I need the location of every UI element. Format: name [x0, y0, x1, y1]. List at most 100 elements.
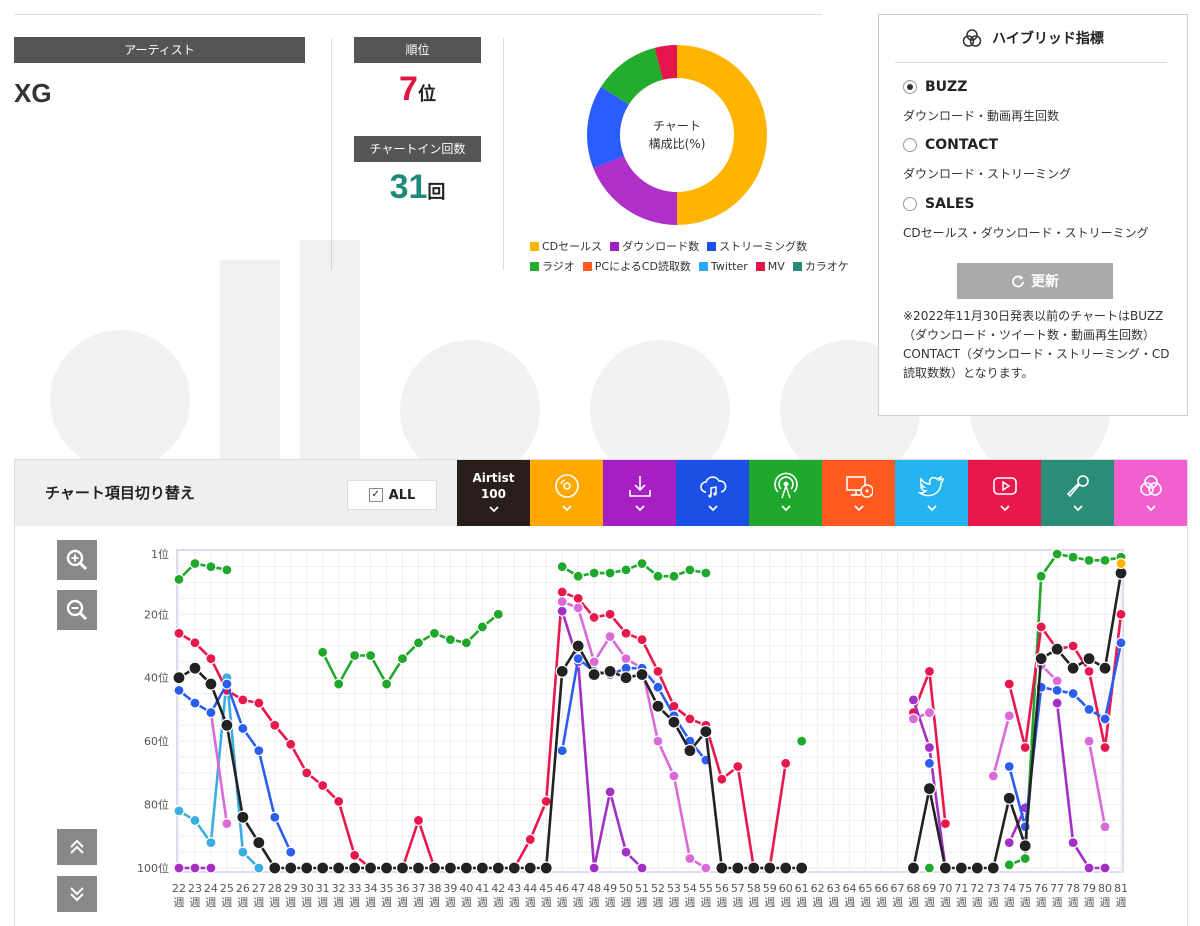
data-point[interactable] — [1067, 640, 1079, 652]
data-point[interactable] — [523, 861, 537, 875]
data-point[interactable] — [1099, 821, 1111, 833]
data-point[interactable] — [684, 713, 696, 725]
data-point[interactable] — [555, 664, 569, 678]
data-point[interactable] — [1099, 862, 1111, 874]
data-point[interactable] — [572, 592, 584, 605]
data-point[interactable] — [269, 811, 281, 823]
data-point[interactable] — [221, 564, 233, 576]
data-point[interactable] — [253, 697, 265, 709]
data-point[interactable] — [205, 706, 217, 719]
option-buzz[interactable]: BUZZ — [903, 79, 967, 95]
data-point[interactable] — [1035, 570, 1047, 582]
data-point[interactable] — [332, 861, 346, 875]
data-point[interactable] — [1099, 713, 1111, 725]
data-point[interactable] — [604, 630, 616, 643]
all-checkbox[interactable]: ✓ — [368, 488, 383, 502]
data-point[interactable] — [205, 862, 217, 874]
data-point[interactable] — [253, 862, 265, 874]
data-point[interactable] — [923, 665, 936, 677]
data-point[interactable] — [556, 745, 568, 757]
data-point[interactable] — [333, 795, 345, 807]
data-point[interactable] — [587, 667, 601, 682]
data-point[interactable] — [349, 649, 361, 662]
data-point[interactable] — [747, 861, 761, 875]
data-point[interactable] — [173, 573, 185, 585]
radio-contact[interactable] — [903, 138, 917, 152]
data-point[interactable] — [1083, 735, 1095, 747]
data-point[interactable] — [189, 862, 201, 874]
data-point[interactable] — [907, 694, 920, 706]
data-point[interactable] — [780, 757, 792, 769]
data-point[interactable] — [173, 805, 185, 817]
data-point[interactable] — [907, 713, 920, 725]
data-point[interactable] — [475, 861, 489, 875]
data-point[interactable] — [459, 861, 473, 875]
data-point[interactable] — [604, 608, 616, 620]
data-point[interactable] — [652, 681, 664, 693]
data-point[interactable] — [1051, 675, 1063, 687]
data-point[interactable] — [922, 782, 937, 796]
data-point[interactable] — [476, 621, 488, 633]
data-point[interactable] — [1003, 760, 1015, 773]
data-point[interactable] — [1099, 741, 1111, 754]
data-point[interactable] — [221, 678, 233, 690]
data-point[interactable] — [571, 639, 585, 653]
data-point[interactable] — [1067, 551, 1079, 563]
data-point[interactable] — [253, 745, 265, 757]
data-point[interactable] — [1099, 554, 1111, 566]
data-point[interactable] — [1115, 637, 1127, 649]
all-toggle[interactable]: ✓ ALL — [347, 480, 437, 510]
zoom-in-button[interactable] — [57, 540, 97, 580]
data-point[interactable] — [588, 656, 600, 668]
data-point[interactable] — [205, 653, 217, 665]
data-point[interactable] — [1067, 837, 1079, 849]
data-point[interactable] — [380, 678, 393, 690]
data-point[interactable] — [1115, 557, 1127, 570]
data-point[interactable] — [348, 861, 362, 875]
data-point[interactable] — [363, 861, 378, 875]
data-point[interactable] — [491, 861, 505, 875]
data-point[interactable] — [300, 861, 314, 875]
tab-streaming[interactable] — [676, 460, 749, 526]
option-contact[interactable]: CONTACT — [903, 137, 998, 153]
data-point[interactable] — [987, 770, 999, 782]
data-point[interactable] — [1003, 710, 1015, 722]
tab-airtist[interactable]: Airtist 100 — [457, 460, 530, 526]
data-point[interactable] — [588, 611, 600, 624]
data-point[interactable] — [189, 697, 201, 709]
data-point[interactable] — [667, 715, 681, 729]
data-point[interactable] — [652, 665, 664, 677]
data-point[interactable] — [1083, 862, 1095, 874]
data-point[interactable] — [619, 671, 633, 685]
data-point[interactable] — [954, 861, 968, 875]
data-point[interactable] — [237, 846, 249, 858]
data-point[interactable] — [1115, 608, 1127, 620]
data-point[interactable] — [428, 627, 441, 639]
data-point[interactable] — [539, 861, 553, 875]
data-point[interactable] — [700, 862, 712, 874]
data-point[interactable] — [317, 779, 329, 792]
data-point[interactable] — [1066, 661, 1080, 675]
data-point[interactable] — [923, 862, 936, 874]
data-point[interactable] — [652, 735, 664, 747]
data-point[interactable] — [220, 718, 234, 732]
data-point[interactable] — [1019, 741, 1031, 754]
data-point[interactable] — [236, 810, 250, 824]
tab-karaoke[interactable] — [1041, 460, 1114, 526]
data-point[interactable] — [588, 862, 600, 874]
tab-radio[interactable] — [749, 460, 822, 526]
data-point[interactable] — [317, 646, 329, 658]
data-point[interactable] — [556, 586, 568, 598]
data-point[interactable] — [395, 861, 410, 875]
data-point[interactable] — [1003, 678, 1015, 690]
tab-cd[interactable] — [530, 460, 603, 526]
data-point[interactable] — [1018, 839, 1032, 853]
data-point[interactable] — [524, 833, 536, 846]
data-point[interactable] — [923, 757, 936, 769]
data-point[interactable] — [683, 744, 697, 758]
data-point[interactable] — [237, 722, 249, 735]
option-sales[interactable]: SALES — [903, 196, 975, 212]
data-point[interactable] — [939, 817, 951, 830]
radio-sales[interactable] — [903, 197, 917, 211]
zoom-out-button[interactable] — [57, 590, 97, 630]
